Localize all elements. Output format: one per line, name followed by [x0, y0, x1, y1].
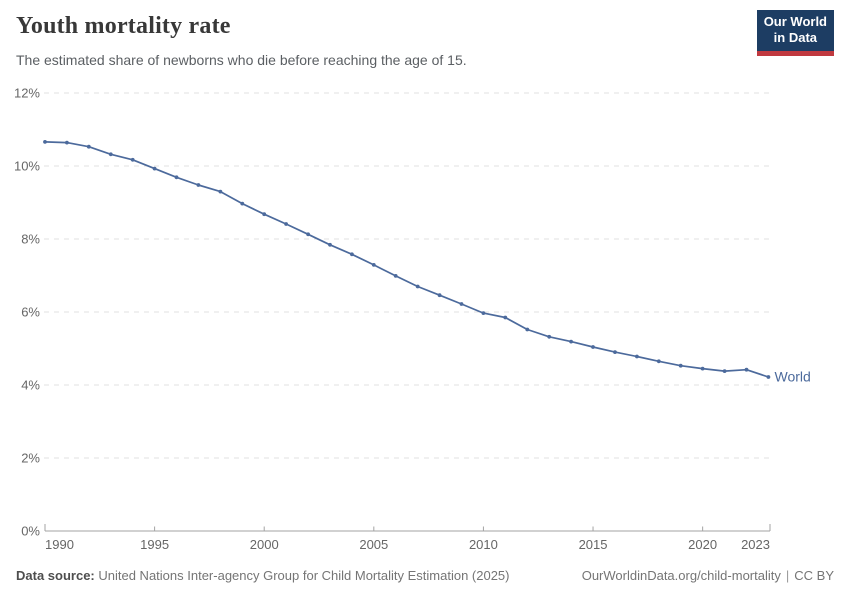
y-tick-label: 0% — [21, 524, 40, 539]
data-point[interactable] — [371, 263, 376, 267]
owid-logo[interactable]: Our World in Data — [756, 10, 834, 56]
data-source: Data source: United Nations Inter-agency… — [16, 568, 510, 583]
data-point[interactable] — [569, 339, 573, 344]
data-point[interactable] — [174, 175, 179, 180]
data-point[interactable] — [328, 242, 332, 247]
data-point[interactable] — [459, 302, 464, 306]
x-tick-label: 2005 — [359, 537, 388, 552]
data-point[interactable] — [437, 293, 442, 298]
y-tick-label: 4% — [21, 378, 40, 393]
chart-subtitle: The estimated share of newborns who die … — [16, 52, 467, 68]
world-line[interactable] — [44, 141, 769, 378]
data-point[interactable] — [393, 274, 398, 278]
data-point[interactable] — [240, 201, 245, 206]
data-point[interactable] — [635, 354, 639, 359]
page-title: Youth mortality rate — [16, 13, 231, 39]
data-source-text: United Nations Inter-agency Group for Ch… — [94, 568, 510, 583]
y-tick-label: 8% — [21, 232, 40, 247]
data-point[interactable] — [744, 367, 749, 372]
data-source-label: Data source: — [16, 568, 95, 583]
data-point[interactable] — [108, 152, 113, 157]
x-tick-label: 2023 — [741, 537, 770, 552]
data-point[interactable] — [525, 327, 530, 332]
data-point[interactable] — [547, 334, 552, 339]
y-tick-label: 6% — [21, 305, 40, 320]
x-tick-label: 2010 — [469, 537, 498, 552]
data-point[interactable] — [503, 315, 508, 320]
data-point[interactable] — [284, 222, 288, 226]
citation: OurWorldinData.org/child-mortality | CC BY — [582, 568, 834, 583]
data-point[interactable] — [591, 345, 595, 349]
data-point[interactable] — [306, 232, 310, 237]
data-point[interactable] — [415, 284, 420, 289]
data-point[interactable] — [766, 375, 771, 379]
footer-separator: | — [785, 568, 790, 583]
owid-logo-line2: in Data — [773, 30, 818, 46]
citation-link[interactable]: OurWorldinData.org/child-mortality — [581, 568, 781, 583]
data-point[interactable] — [613, 350, 617, 354]
x-tick-label: 2020 — [688, 537, 717, 552]
y-tick-label: 2% — [21, 451, 40, 466]
license-link[interactable]: CC BY — [794, 568, 834, 583]
x-tick-label: 2000 — [250, 537, 279, 552]
y-tick-label: 10% — [14, 159, 40, 174]
data-point[interactable] — [262, 212, 267, 217]
data-point[interactable] — [130, 157, 135, 162]
data-point[interactable] — [700, 366, 705, 371]
owid-logo-line1: Our World — [763, 14, 827, 29]
data-point[interactable] — [722, 369, 727, 373]
data-point[interactable] — [196, 183, 201, 187]
data-point[interactable] — [152, 166, 157, 171]
series-end-label[interactable]: World — [775, 368, 811, 384]
x-tick-label: 2015 — [579, 537, 608, 552]
data-point[interactable] — [481, 311, 486, 315]
x-tick-label: 1990 — [45, 537, 74, 552]
data-point[interactable] — [65, 140, 69, 145]
x-tick-label: 1995 — [140, 537, 169, 552]
data-point[interactable] — [350, 252, 354, 257]
data-point[interactable] — [218, 189, 223, 194]
data-point[interactable] — [86, 144, 91, 149]
data-point[interactable] — [678, 363, 683, 368]
data-point[interactable] — [656, 359, 661, 364]
data-point[interactable] — [43, 140, 47, 144]
chart-footer: Data source: United Nations Inter-agency… — [16, 568, 834, 583]
y-tick-label: 12% — [14, 86, 40, 101]
